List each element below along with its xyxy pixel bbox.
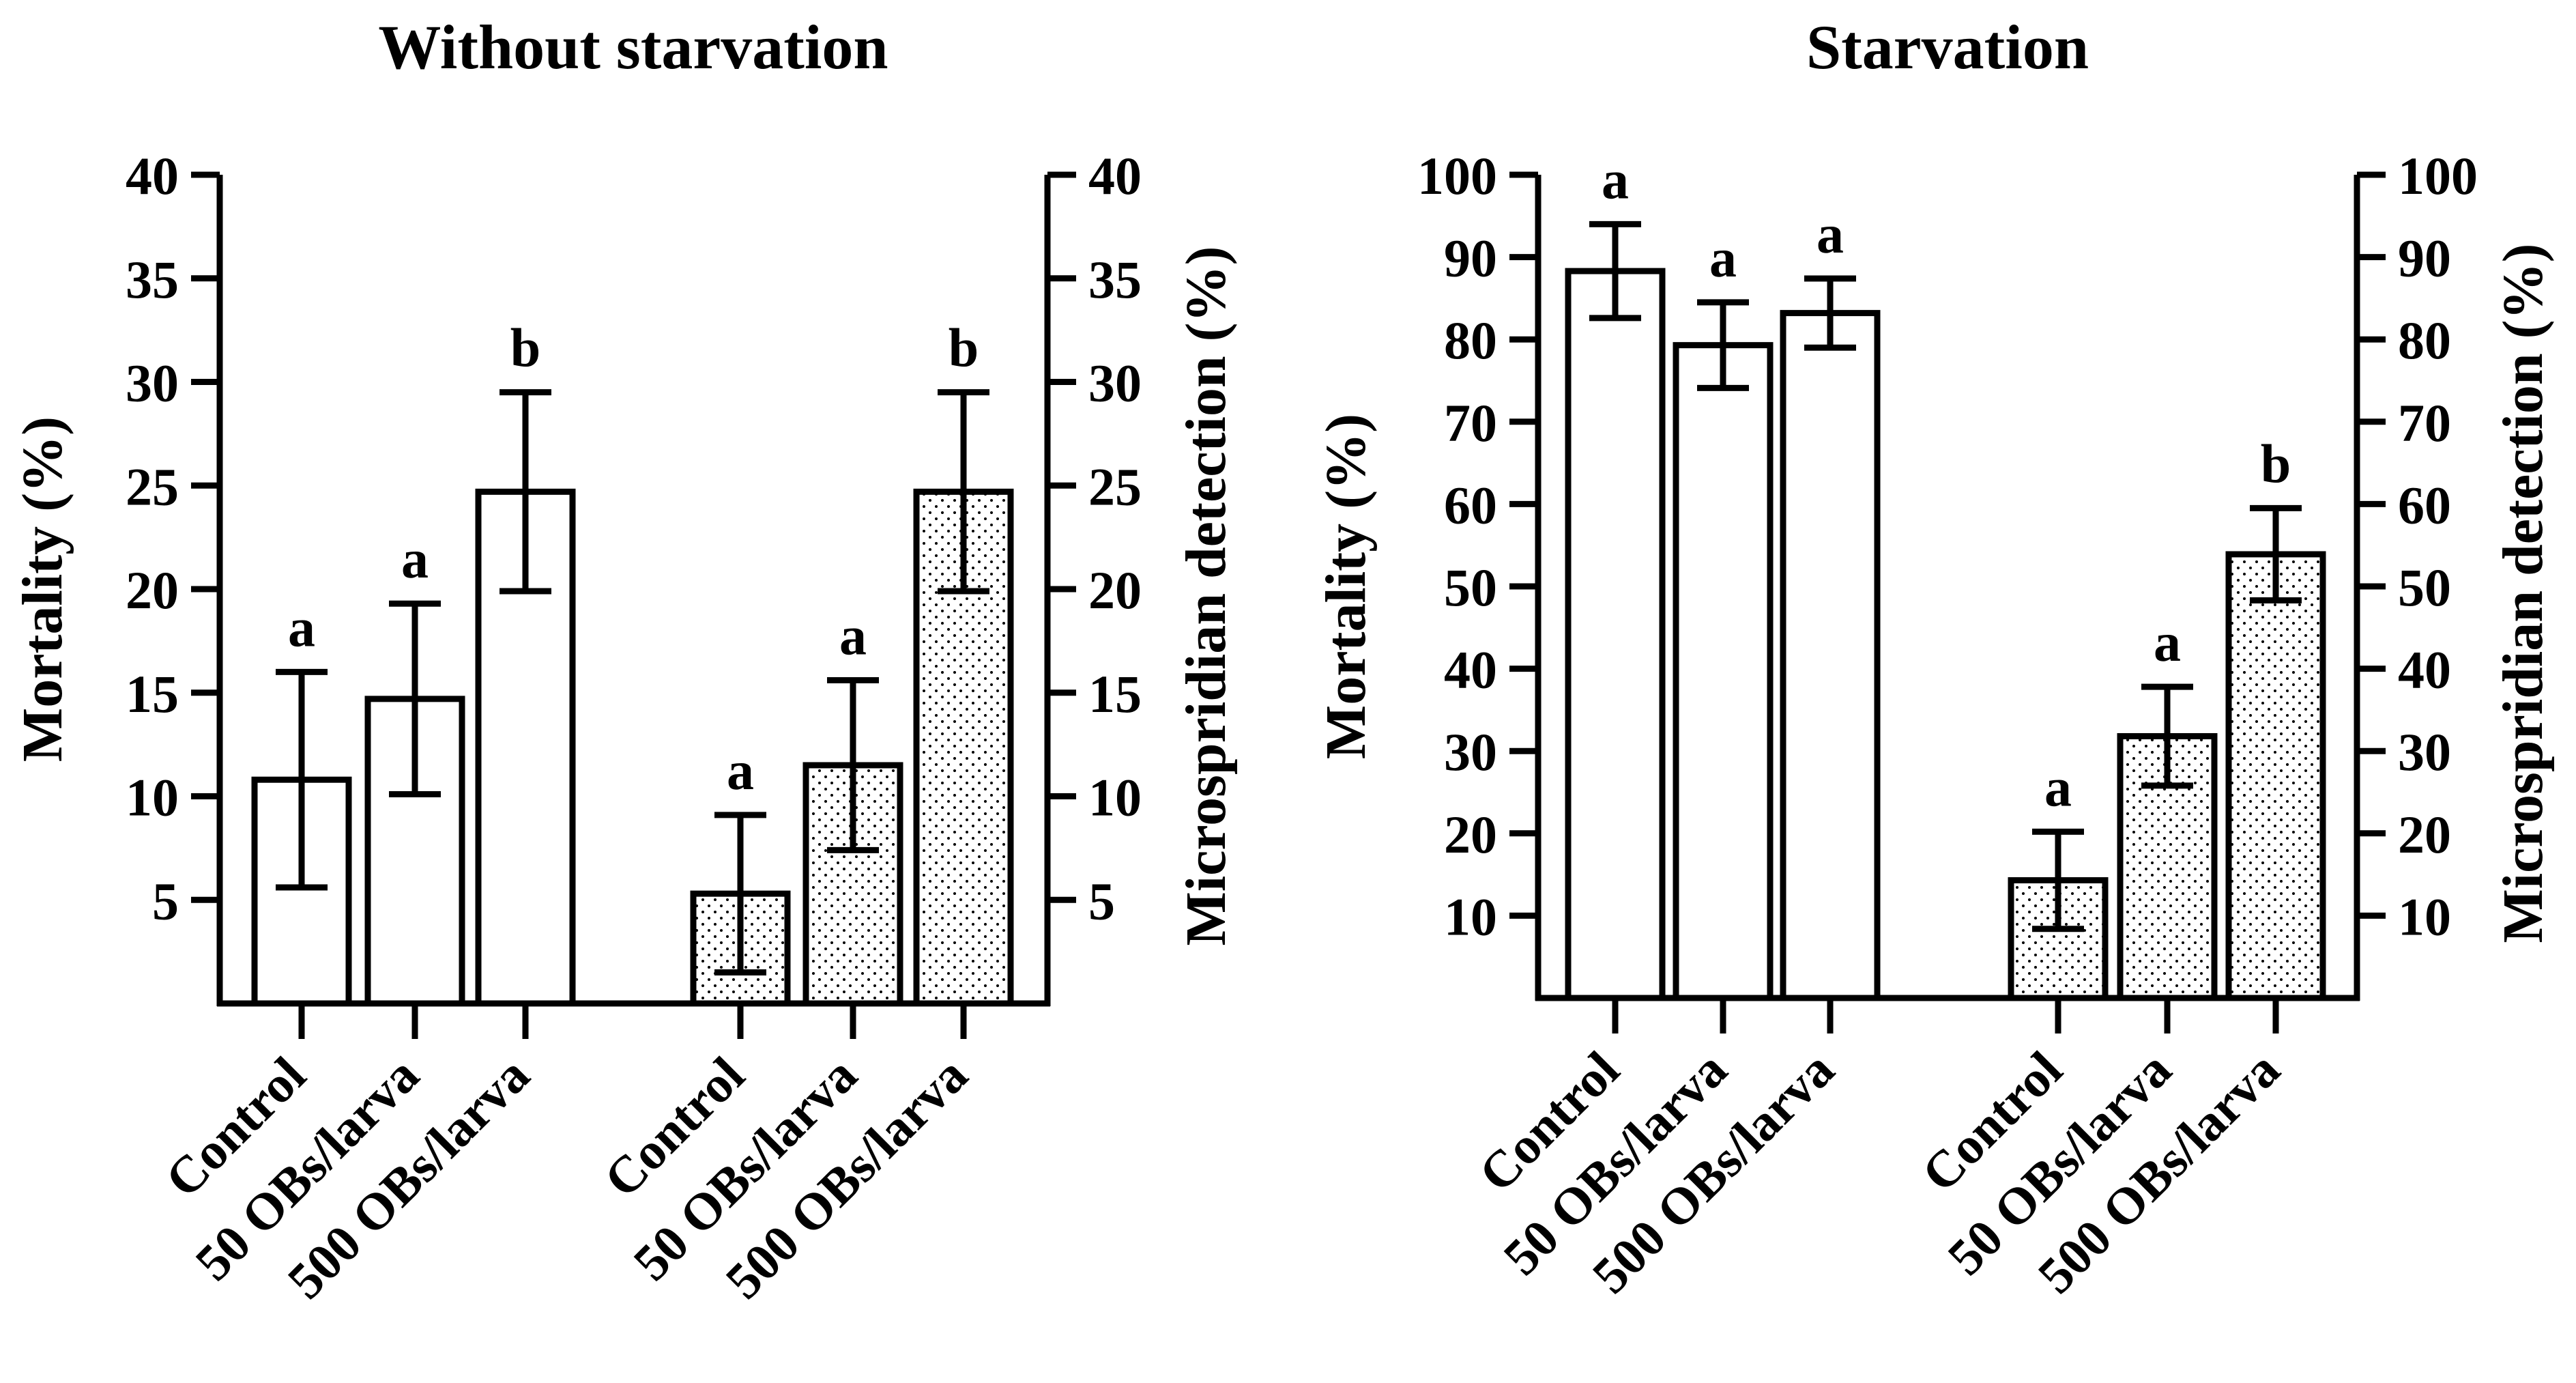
y-tick-label-left: 90	[1444, 229, 1497, 288]
error-bar-right-3	[938, 389, 989, 595]
error-bar-right-1	[2032, 828, 2084, 932]
y-tick-label-right: 80	[2398, 311, 2451, 370]
y-tick-label-right: 35	[1088, 250, 1142, 309]
significance-letter: a	[1602, 150, 1629, 210]
significance-letter: a	[2154, 613, 2181, 673]
significance-letter: a	[839, 607, 867, 667]
significance-letter: a	[288, 598, 315, 658]
bar-left-1	[1565, 268, 1666, 1001]
y-tick-label-left: 70	[1444, 393, 1497, 453]
y-tick-label-right: 5	[1088, 871, 1115, 930]
significance-letter: a	[727, 741, 754, 801]
error-bar-right-2	[2141, 683, 2193, 789]
y-tick-label-left: 30	[126, 354, 179, 413]
error-bar-right-2	[827, 677, 879, 853]
y-tick-label-left: 50	[1444, 558, 1497, 617]
y-tick-label-left: 35	[126, 250, 179, 309]
y-tick-label-left: 5	[152, 871, 179, 930]
y-tick-label-right: 10	[2398, 887, 2451, 946]
chart-title: Without starvation	[378, 12, 888, 82]
y-axis-label-right: Microspridian detection (%)	[2491, 244, 2555, 943]
y-tick-label-right: 15	[1088, 664, 1142, 724]
significance-letter: b	[510, 319, 541, 379]
y-tick-label-left: 10	[126, 768, 179, 827]
y-tick-label-right: 90	[2398, 229, 2451, 288]
significance-letter: a	[2044, 758, 2072, 818]
significance-letter: b	[2261, 434, 2291, 494]
y-tick-label-left: 30	[1444, 722, 1497, 782]
significance-letter: b	[949, 319, 979, 379]
y-tick-label-left: 80	[1444, 311, 1497, 370]
y-tick-label-left: 20	[1444, 805, 1497, 864]
y-tick-label-right: 20	[2398, 805, 2451, 864]
error-bar-right-1	[714, 812, 766, 975]
error-bar-left-2	[389, 600, 441, 797]
y-tick-label-left: 10	[1444, 887, 1497, 946]
y-tick-label-left: 100	[1417, 146, 1497, 205]
significance-letter: a	[1817, 205, 1844, 265]
y-tick-label-right: 50	[2398, 558, 2451, 617]
significance-letter: a	[1709, 229, 1737, 289]
chart-title: Starvation	[1806, 12, 2089, 82]
y-tick-label-right: 40	[1088, 146, 1142, 205]
y-tick-label-right: 70	[2398, 393, 2451, 453]
bar-left-2	[1673, 342, 1774, 1001]
error-bar-left-3	[500, 389, 551, 595]
error-bar-left-3	[1804, 275, 1856, 351]
y-tick-label-right: 100	[2398, 146, 2478, 205]
error-bar-left-1	[1589, 220, 1641, 322]
y-tick-label-right: 10	[1088, 768, 1142, 827]
error-bar-right-3	[2250, 504, 2302, 604]
y-tick-label-left: 25	[126, 457, 179, 516]
error-bar-left-2	[1697, 299, 1749, 391]
bar-left-3	[475, 488, 576, 1007]
y-tick-label-right: 60	[2398, 475, 2451, 534]
y-axis-label-left: Mortality (%)	[1314, 414, 1378, 759]
y-tick-label-right: 30	[2398, 722, 2451, 782]
bar-right-3	[913, 488, 1014, 1007]
y-tick-label-left: 15	[126, 664, 179, 724]
bar-left-3	[1780, 310, 1881, 1001]
bar-right-3	[2225, 551, 2326, 1001]
y-axis-label-right: Microspridian detection (%)	[1174, 246, 1238, 946]
y-tick-label-right: 20	[1088, 560, 1142, 620]
y-tick-label-left: 40	[1444, 640, 1497, 700]
error-bar-left-1	[276, 668, 328, 891]
y-tick-label-right: 40	[2398, 640, 2451, 700]
y-tick-label-right: 25	[1088, 457, 1142, 516]
significance-letter: a	[401, 530, 429, 590]
y-tick-label-right: 30	[1088, 354, 1142, 413]
y-tick-label-left: 40	[126, 146, 179, 205]
y-axis-label-left: Mortality (%)	[11, 416, 74, 762]
y-tick-label-left: 60	[1444, 475, 1497, 534]
y-tick-label-left: 20	[126, 560, 179, 620]
